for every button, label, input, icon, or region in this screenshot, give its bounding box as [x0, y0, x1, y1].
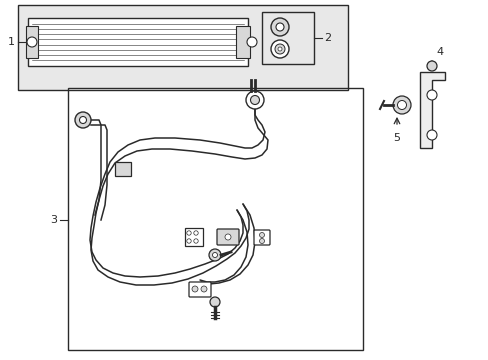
- Circle shape: [426, 61, 436, 71]
- Circle shape: [270, 18, 288, 36]
- Circle shape: [212, 252, 217, 257]
- Bar: [18, 5, 347, 90]
- Circle shape: [246, 37, 257, 47]
- Circle shape: [186, 231, 191, 235]
- Text: 3: 3: [50, 215, 57, 225]
- Circle shape: [275, 23, 284, 31]
- Bar: [68, 88, 362, 350]
- Circle shape: [192, 286, 198, 292]
- Circle shape: [245, 91, 264, 109]
- Bar: [115, 162, 131, 176]
- FancyBboxPatch shape: [217, 229, 239, 245]
- Circle shape: [193, 239, 198, 243]
- Circle shape: [201, 286, 206, 292]
- Circle shape: [259, 233, 264, 238]
- Circle shape: [259, 238, 264, 243]
- Bar: [18, 5, 347, 90]
- Circle shape: [208, 249, 221, 261]
- Circle shape: [274, 44, 285, 54]
- Text: 4: 4: [435, 47, 442, 57]
- Circle shape: [193, 231, 198, 235]
- Circle shape: [80, 117, 86, 123]
- Circle shape: [27, 37, 37, 47]
- Bar: [262, 12, 313, 64]
- Circle shape: [250, 95, 259, 104]
- Circle shape: [392, 96, 410, 114]
- Bar: [262, 12, 313, 64]
- Circle shape: [278, 47, 282, 51]
- Circle shape: [209, 297, 220, 307]
- FancyBboxPatch shape: [253, 230, 269, 245]
- Bar: [236, 26, 249, 58]
- Bar: [184, 228, 203, 246]
- Bar: [26, 26, 38, 58]
- Polygon shape: [419, 72, 444, 148]
- Circle shape: [397, 100, 406, 109]
- Text: 1: 1: [8, 37, 15, 47]
- FancyBboxPatch shape: [189, 282, 210, 297]
- Circle shape: [224, 234, 230, 240]
- Text: 5: 5: [393, 133, 400, 143]
- Circle shape: [75, 112, 91, 128]
- Circle shape: [426, 130, 436, 140]
- Circle shape: [426, 90, 436, 100]
- Circle shape: [270, 40, 288, 58]
- Bar: [28, 18, 247, 66]
- Circle shape: [186, 239, 191, 243]
- Text: 2: 2: [324, 33, 330, 43]
